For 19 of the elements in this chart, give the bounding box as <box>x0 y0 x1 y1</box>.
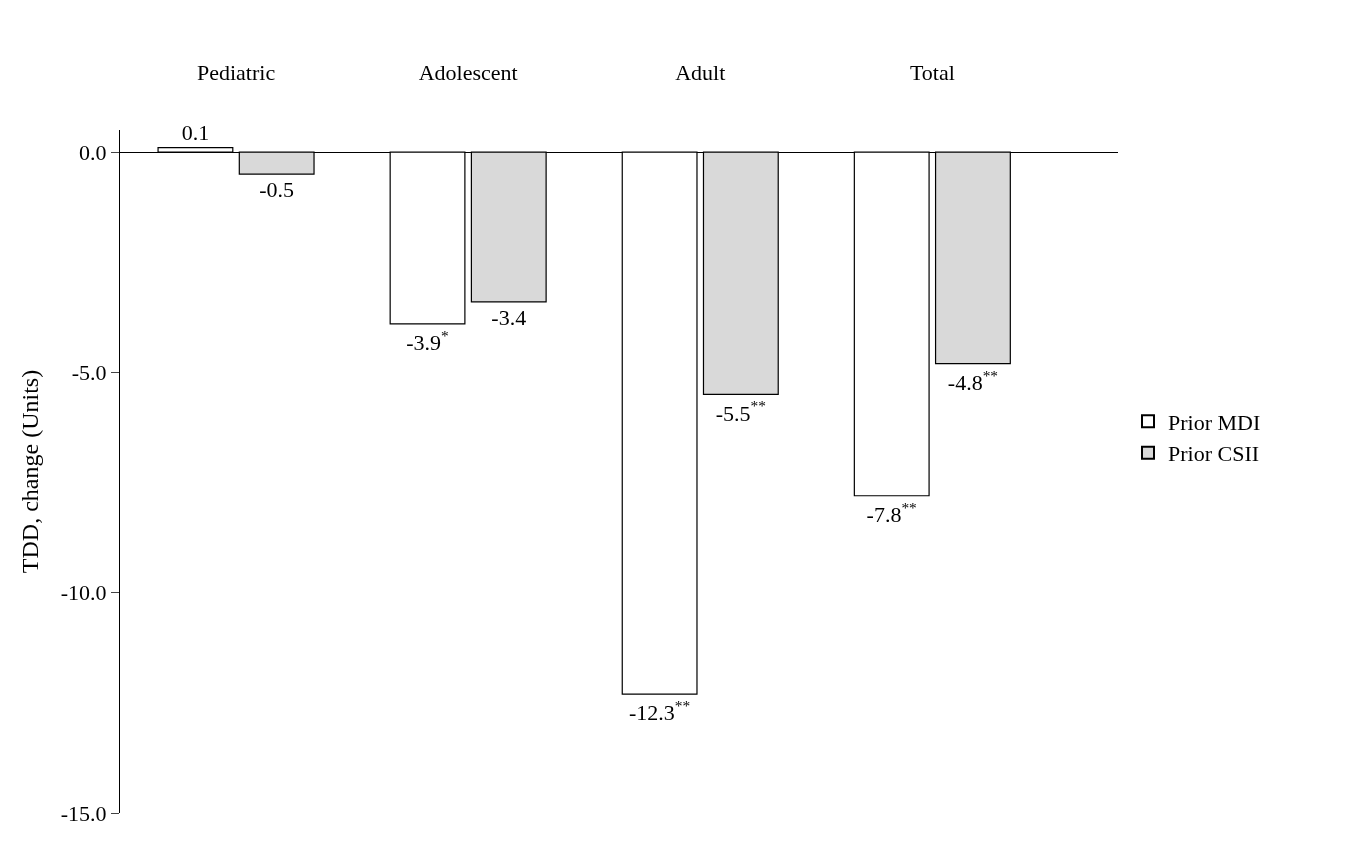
x-tick-label: Total <box>909 59 955 85</box>
y-tick-label: 0.0 <box>79 139 107 165</box>
x-tick-label: Adult <box>675 59 726 85</box>
y-tick-label: -10.0 <box>60 580 107 606</box>
data-label: -7.8$^{**}$ <box>866 498 917 527</box>
y-tick-label: -15.0 <box>60 800 107 826</box>
data-label: -3.4 <box>491 304 527 330</box>
data-label: -0.5 <box>259 177 295 203</box>
x-tick-label: Pediatric <box>196 59 276 85</box>
data-label: -12.3$^{**}$ <box>629 697 691 726</box>
data-label: -3.9$^{*}$ <box>406 326 449 356</box>
data-label: 0.1 <box>181 119 210 145</box>
data-label: -5.5$^{**}$ <box>715 397 766 426</box>
legend-label: Prior CSII <box>1167 441 1260 467</box>
x-tick-label: Adolescent <box>418 59 518 85</box>
data-label: -4.8$^{**}$ <box>947 366 999 395</box>
y-tick-label: -5.0 <box>71 360 107 386</box>
y-axis-title: TDD, change (Units) <box>16 369 43 574</box>
legend-label: Prior MDI <box>1167 409 1261 435</box>
